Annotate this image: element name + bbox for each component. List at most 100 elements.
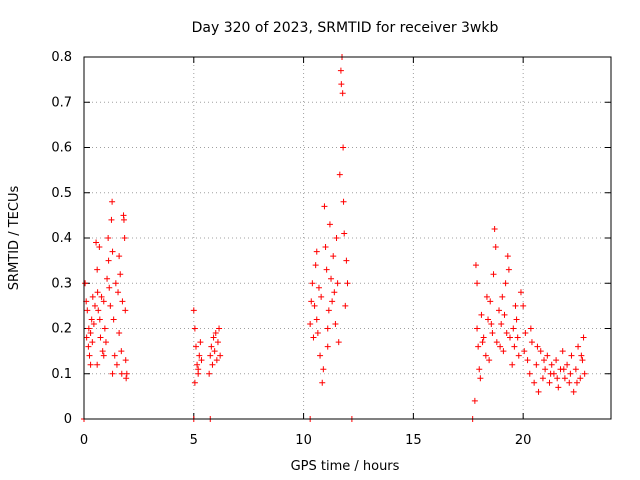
data-point [527,325,534,332]
data-point [499,293,506,300]
data-point [502,280,509,287]
data-point [325,307,332,314]
data-point [534,343,541,350]
data-point [99,348,106,355]
data-point [122,357,129,364]
data-point [96,244,103,251]
data-point [520,302,527,309]
data-point [308,298,315,305]
data-point [332,320,339,327]
plot-frame [83,56,612,420]
data-point [207,352,214,359]
data-point [328,275,335,282]
data-point [559,348,566,355]
data-point [310,334,317,341]
data-point [568,352,575,359]
data-point [98,293,105,300]
data-point [94,289,101,296]
data-point [477,375,484,382]
data-point [539,375,546,382]
data-point [213,357,220,364]
data-point [89,339,96,346]
data-point [542,366,549,373]
data-point [528,339,535,346]
data-point [533,361,540,368]
data-point [196,352,203,359]
data-point [341,230,348,237]
data-point [324,325,331,332]
data-point [561,375,568,382]
data-point [109,198,116,205]
data-point [318,293,325,300]
data-point [123,370,130,377]
data-point [313,316,320,323]
data-point [315,284,322,291]
y-tick-label: 0.2 [51,322,72,337]
data-point [324,343,331,350]
data-point [497,343,504,350]
data-point [212,330,219,337]
data-point [198,357,205,364]
y-tick-label: 0.1 [51,367,72,382]
data-point [548,361,555,368]
data-point [113,361,120,368]
data-point [580,334,587,341]
data-point [342,302,349,309]
y-tick-label: 0.5 [51,186,72,201]
data-point [87,330,94,337]
data-point [191,325,198,332]
data-point [337,67,344,74]
y-tick-label: 0.4 [51,231,72,246]
data-point [334,280,341,287]
data-point [541,357,548,364]
data-point [546,379,553,386]
data-point [323,266,330,273]
data-point [105,257,112,264]
data-point [106,284,113,291]
data-point [492,244,499,251]
data-point [474,325,481,332]
data-point [514,334,521,341]
data-point [489,330,496,337]
data-point [482,352,489,359]
data-point [211,348,218,355]
data-point [338,81,345,88]
data-point [101,325,108,332]
data-point [535,388,542,395]
data-point [513,316,520,323]
data-point [118,348,125,355]
data-point [340,144,347,151]
data-point [498,320,505,327]
data-point [480,334,487,341]
data-point [120,216,127,223]
data-point [340,198,347,205]
data-point [105,235,112,241]
data-point [577,375,584,382]
data-point [83,334,90,341]
data-point [476,366,483,373]
data-point [307,320,314,327]
data-point [505,266,512,273]
data-point [122,307,129,314]
data-point [107,302,114,309]
data-point [313,248,320,255]
x-axis-label: GPS time / hours [291,459,400,474]
data-point [319,379,326,386]
data-point [192,343,199,350]
data-point [475,343,482,350]
data-point [197,339,204,346]
data-point [117,271,124,278]
data-point [564,361,571,368]
data-point [579,357,586,364]
data-point [544,352,551,359]
axis-ticks: 0 0.1 0.2 0.3 0.4 0.5 0.6 0.7 0.8 0 5 10 15 20 [51,50,611,448]
data-point [331,289,338,296]
data-point [109,248,116,255]
data-point [560,366,567,373]
data-point [515,352,522,359]
data-point [572,366,579,373]
data-point [309,280,316,287]
data-point [85,325,92,332]
y-axis-label: SRMTID / TECUs [7,186,22,291]
data-point [485,316,492,323]
